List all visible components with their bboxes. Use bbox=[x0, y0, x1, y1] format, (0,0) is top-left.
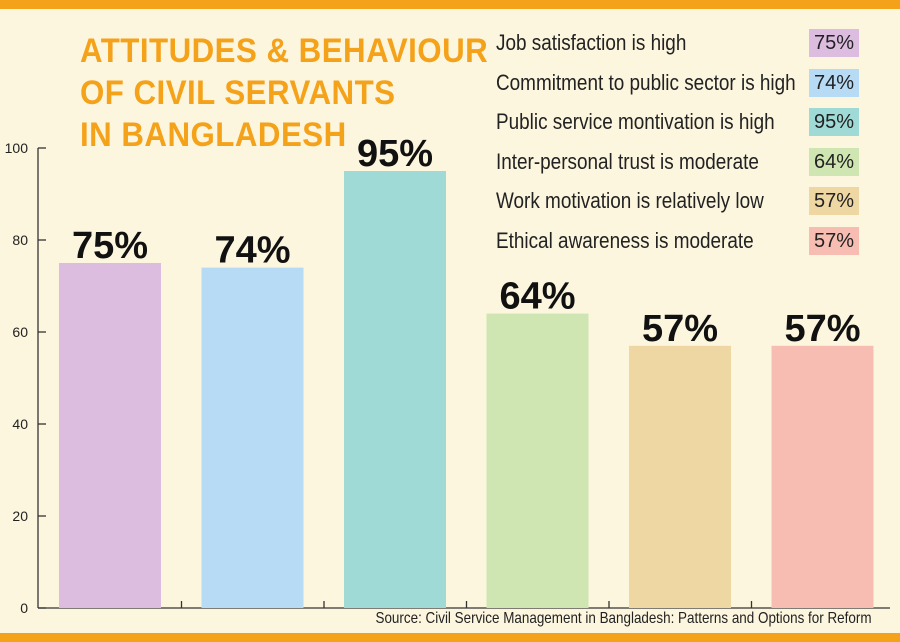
bottom-accent-band bbox=[0, 633, 900, 642]
y-tick-label: 60 bbox=[12, 324, 28, 340]
bar-value-label: 57% bbox=[784, 308, 860, 350]
legend-label: Inter-personal trust is moderate bbox=[496, 148, 759, 174]
y-tick-label: 20 bbox=[12, 508, 28, 524]
legend-label: Ethical awareness is moderate bbox=[496, 227, 754, 253]
title-line: IN BANGLADESH bbox=[80, 116, 347, 154]
bar-value-label: 75% bbox=[72, 225, 148, 267]
bar bbox=[629, 345, 731, 608]
source-note: Source: Civil Service Management in Bang… bbox=[375, 610, 872, 627]
bar bbox=[486, 313, 589, 608]
chart-title: ATTITUDES & BEHAVIOUR OF CIVIL SERVANTS … bbox=[80, 30, 488, 156]
bar-value-label: 74% bbox=[214, 230, 290, 272]
title-line: OF CIVIL SERVANTS bbox=[80, 74, 396, 112]
y-tick-label: 0 bbox=[20, 600, 28, 616]
bar-value-label: 57% bbox=[642, 308, 718, 350]
bar-value-label: 95% bbox=[357, 133, 433, 175]
bar-value-label: 64% bbox=[499, 276, 575, 318]
legend-label: Commitment to public sector is high bbox=[496, 69, 796, 95]
bar bbox=[344, 171, 446, 608]
bar bbox=[201, 267, 304, 608]
legend-value-swatch: 57% bbox=[809, 187, 859, 216]
legend-value-swatch: 57% bbox=[809, 226, 859, 255]
bar bbox=[59, 263, 161, 608]
legend-value-swatch: 75% bbox=[809, 29, 859, 57]
legend-label: Job satisfaction is high bbox=[496, 30, 687, 55]
y-tick-label: 80 bbox=[12, 232, 28, 248]
legend-value-swatch: 64% bbox=[809, 147, 859, 176]
legend-value-swatch: 95% bbox=[809, 108, 859, 137]
top-accent-band bbox=[0, 0, 900, 9]
bar bbox=[771, 345, 874, 608]
legend-label: Public service montivation is high bbox=[496, 109, 775, 135]
legend-label: Work motivation is relatively low bbox=[496, 188, 764, 214]
y-tick-label: 40 bbox=[12, 416, 28, 432]
y-tick-label: 100 bbox=[5, 140, 29, 156]
title-line: ATTITUDES & BEHAVIOUR bbox=[80, 32, 489, 70]
legend-value-swatch: 74% bbox=[809, 68, 859, 97]
